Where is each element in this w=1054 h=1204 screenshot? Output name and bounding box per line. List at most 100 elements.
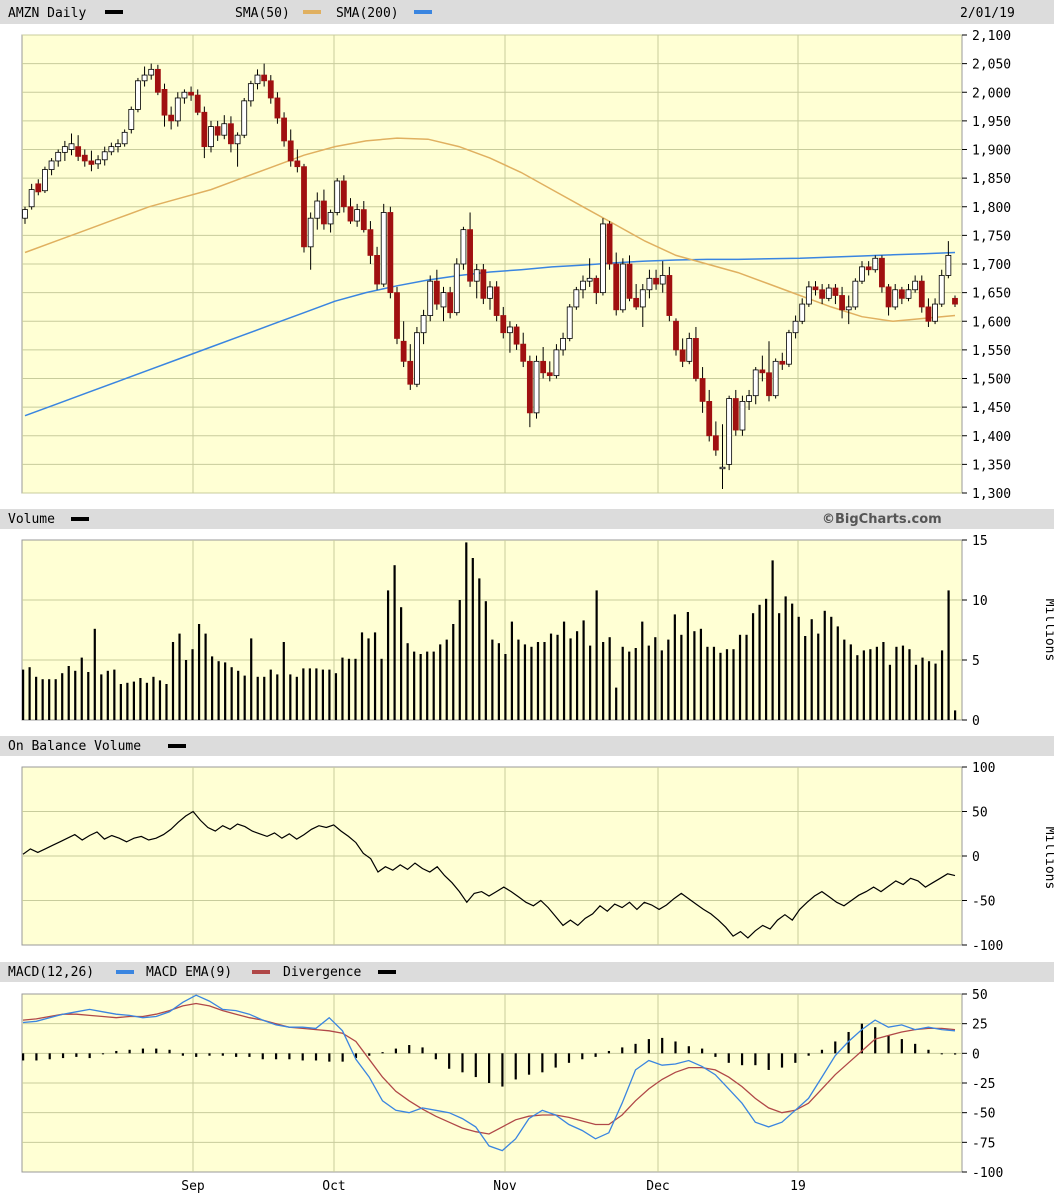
candle-body [507,326,513,334]
candle-11 [95,155,101,169]
volume-bar-13 [106,670,109,720]
volume-bar-106 [712,646,716,720]
obv-swatch [168,744,186,748]
macd-grid [22,994,962,1172]
divergence-bar-43 [594,1053,597,1057]
volume-bar-15 [119,684,122,720]
candle-body [500,315,507,334]
divergence-bar-49 [674,1041,677,1054]
candle-73 [507,321,513,353]
volume-bar-30 [217,661,220,720]
macd-line-group [22,994,956,1152]
macd-title: MACD(12,26) [8,965,94,980]
candle-body [526,360,533,414]
volume-bar-78 [530,646,533,720]
candle-30 [221,115,228,140]
divergence-bar-47 [647,1039,650,1054]
candle-body [719,466,726,470]
divergence-bar-40 [554,1053,557,1068]
sma200-line [24,251,956,417]
volume-bar-95 [641,621,644,720]
candle-46 [327,209,334,233]
ytick-label-2: 5 [972,654,980,669]
ytick-label-10: 1,600 [972,315,1011,330]
divergence-bar-27 [381,1052,384,1054]
candle-127 [865,261,872,276]
candle-body [746,395,752,402]
volume-bar-50 [347,658,351,720]
candle-34 [247,80,254,107]
candle-37 [267,75,274,104]
candle-79 [546,361,553,382]
divergence-bar-65 [887,1035,890,1054]
divergence-bar-46 [634,1043,637,1054]
candle-body [513,326,520,345]
candle-107 [732,389,739,436]
candle-body [287,140,294,162]
candle-body [307,217,314,248]
candle-body [327,212,334,225]
sma50-line-group [24,137,956,323]
volume-bar-87 [589,645,592,720]
candle-32 [234,132,241,167]
volume-bar-90 [608,637,611,720]
volume-bar-16 [126,682,129,720]
volume-bar-118 [791,603,794,720]
volume-bar-94 [634,648,637,720]
divergence-bar-32 [448,1053,451,1069]
volume-bar-34 [243,675,246,720]
candle-29 [214,120,221,141]
divergence-bar-14 [208,1053,211,1056]
candle-71 [493,281,500,322]
ytick-label-1: 10 [972,594,988,609]
volume-bar-46 [321,669,325,720]
candle-body [580,280,586,291]
x-label-dec: Dec [646,1179,669,1194]
volume-bar-139 [927,661,931,720]
candle-body [188,91,194,96]
candle-40 [287,129,294,167]
volume-bar-126 [843,639,846,720]
candle-74 [513,324,520,350]
candle-58 [407,344,414,390]
volume-bar-72 [491,639,494,720]
x-label-oct: Oct [322,1179,345,1194]
candle-88 [606,221,613,270]
candle-body [766,372,772,397]
divergence-bar-36 [501,1053,504,1087]
volume-bar-97 [654,637,657,720]
candle-130 [885,284,892,316]
volume-bar-128 [856,655,859,720]
candle-83 [573,286,580,310]
candle-69 [480,264,487,305]
candle-body [679,349,686,362]
obv-grid [22,767,962,945]
sma200-label: SMA(200) [336,6,399,21]
candle-51 [360,201,367,233]
divergence-bar-58 [794,1053,797,1063]
candle-body [898,289,905,299]
obv-line [22,810,956,939]
candle-body [752,369,759,397]
candle-101 [693,326,699,382]
candle-111 [759,355,766,382]
candle-body [321,200,327,225]
candle-body [161,88,168,116]
candle-53 [374,246,380,290]
candle-body [573,289,580,308]
candle-98 [673,318,679,356]
candle-body [380,212,387,285]
ytick-label-2: 0 [972,1047,980,1062]
divergence-bar-23 [328,1053,331,1062]
sma50-line [24,137,956,323]
candle-body [154,68,161,93]
candle-85 [586,258,593,287]
volume-bar-110 [738,634,742,720]
volume-bar-12 [100,674,103,720]
candle-1 [28,183,35,210]
candle-body [400,340,407,362]
divergence-bar-2 [48,1053,51,1060]
candle-body [938,275,945,305]
volume-bar-133 [888,664,892,720]
candle-56 [394,286,400,345]
